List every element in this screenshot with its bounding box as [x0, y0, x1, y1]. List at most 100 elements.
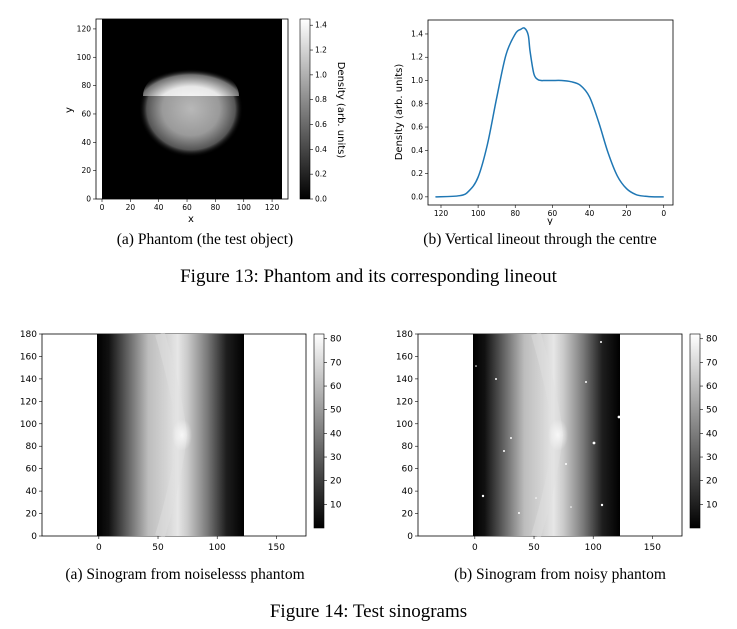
sinogram-noiseless-x-ticks: 0 50 100 150: [96, 536, 285, 553]
colorbar-tick-label: 0.4: [315, 145, 327, 154]
phantom-x-ticks: 0 20 40 60 80 100 120: [100, 199, 280, 212]
colorbar-tick-label: 70: [706, 358, 718, 368]
lineout-y-ticks: 0.0 0.2 0.4 0.6 0.8 1.0 1.2 1.4: [411, 29, 428, 201]
y-tick-label: 140: [20, 375, 37, 385]
x-tick-label: 40: [585, 209, 595, 218]
phantom-y-ticks: 0 20 40 60 80 100 120: [77, 24, 96, 204]
lineout-plot: 120 100 80 60 40 20 0 0.0 0.2 0.4 0.6 0.8 1.0 1.2 1.4…: [394, 19, 674, 227]
sinogram-noisy-colorbar-ticks: 10 20 30 40 50 60 70 80: [700, 335, 718, 510]
x-tick-label: 20: [126, 203, 136, 212]
x-tick-label: 100: [209, 543, 226, 553]
x-tick-label: 80: [211, 203, 221, 212]
y-tick-label: 100: [20, 420, 37, 430]
y-tick-label: 0: [86, 195, 91, 204]
phantom-colorbar-label: Density (arb. units): [335, 62, 346, 159]
lineout-ylabel: Density (arb. units): [394, 64, 405, 161]
x-tick-label: 60: [182, 203, 192, 212]
y-tick-label: 40: [81, 138, 91, 147]
x-tick-label: 100: [471, 209, 486, 218]
colorbar-tick-label: 50: [330, 406, 342, 416]
y-tick-label: 80: [402, 442, 414, 452]
x-tick-label: 100: [237, 203, 252, 212]
colorbar-tick-label: 10: [706, 500, 718, 510]
colorbar-tick-label: 60: [330, 382, 342, 392]
x-tick-label: 0: [96, 543, 102, 553]
colorbar-tick-label: 0.2: [315, 170, 327, 179]
colorbar-tick-label: 0.6: [315, 120, 327, 129]
fig13b-caption: (b) Vertical lineout through the centre: [423, 231, 657, 248]
lineout-panel: 120 100 80 60 40 20 0 0.0 0.2 0.4 0.6 0.8 1.0 1.2 1.4…: [390, 10, 680, 227]
noise-speckles: [475, 341, 621, 514]
y-tick-label: 0.6: [411, 123, 423, 132]
y-tick-label: 180: [20, 330, 37, 340]
y-tick-label: 1.0: [411, 76, 423, 85]
y-tick-label: 20: [26, 510, 38, 520]
y-tick-label: 0.2: [411, 169, 423, 178]
colorbar-tick-label: 50: [706, 406, 718, 416]
y-tick-label: 120: [20, 397, 37, 407]
colorbar-tick-label: 80: [706, 335, 718, 345]
y-tick-label: 160: [396, 352, 413, 362]
phantom-ylabel: y: [64, 107, 75, 113]
sinogram-noisy-colorbar: [689, 333, 701, 529]
figure13-caption: Figure 13: Phantom and its corresponding…: [180, 266, 557, 287]
sinogram-noiseless-y-ticks: 0 20 40 60 80 100 120 140 160 180: [20, 330, 42, 542]
fig13a-caption: (a) Phantom (the test object): [116, 231, 294, 248]
y-tick-label: 40: [402, 487, 414, 497]
x-tick-label: 0: [472, 543, 478, 553]
x-tick-label: 150: [644, 543, 661, 553]
y-tick-label: 140: [396, 375, 413, 385]
x-tick-label: 120: [265, 203, 280, 212]
colorbar-tick-label: 20: [330, 477, 342, 487]
x-tick-label: 150: [268, 543, 285, 553]
y-tick-label: 0: [31, 532, 37, 542]
y-tick-label: 60: [402, 465, 414, 475]
lineout-series-line: [435, 27, 664, 198]
y-tick-label: 120: [396, 397, 413, 407]
sinogram-noiseless-colorbar: [313, 333, 325, 529]
phantom-colorbar-ticks: 0.0 0.2 0.4 0.6 0.8 1.0 1.2 1.4: [310, 21, 327, 204]
y-tick-label: 60: [26, 465, 38, 475]
sinogram-noiseless-colorbar-ticks: 10 20 30 40 50 60 70 80: [324, 335, 342, 510]
x-tick-label: 50: [152, 543, 164, 553]
lineout-axes-frame: [427, 19, 674, 206]
colorbar-tick-label: 0.8: [315, 95, 327, 104]
sinogram-noisy-panel: 0 50 100 150 0 20 40 60 80 100 120 140 160 180 10 20 3…: [386, 326, 736, 558]
x-tick-label: 0: [100, 203, 105, 212]
colorbar-tick-label: 20: [706, 477, 718, 487]
sinogram-noisy-y-ticks: 0 20 40 60 80 100 120 140 160 180: [396, 330, 418, 542]
colorbar-tick-label: 1.4: [315, 21, 327, 30]
sinogram-noiseless-plot: 0 50 100 150 0 20 40 60 80 100 120 140 160 180 10 20 3…: [20, 330, 342, 553]
figure14-caption: Figure 14: Test sinograms: [269, 601, 468, 622]
y-tick-label: 100: [77, 53, 92, 62]
x-tick-label: 100: [585, 543, 602, 553]
colorbar-tick-label: 40: [330, 429, 342, 439]
colorbar-tick-label: 60: [706, 382, 718, 392]
y-tick-label: 0.8: [411, 99, 423, 108]
x-tick-label: 40: [154, 203, 164, 212]
y-tick-label: 0.4: [411, 146, 423, 155]
colorbar-tick-label: 10: [330, 500, 342, 510]
y-tick-label: 0: [407, 532, 413, 542]
y-tick-label: 60: [81, 109, 91, 118]
y-tick-label: 1.4: [411, 29, 423, 38]
lineout-xlabel: y: [547, 216, 553, 225]
colorbar-tick-label: 30: [330, 453, 342, 463]
y-tick-label: 20: [81, 166, 91, 175]
y-tick-label: 160: [20, 352, 37, 362]
phantom-xlabel: x: [188, 214, 194, 225]
phantom-panel: 0 20 40 60 80 100 120 0 20 40 60 80 100 120 0.0 0.2 0.…: [60, 10, 360, 225]
fig14b-caption: (b) Sinogram from noisy phantom: [454, 566, 666, 583]
sinogram-noiseless-panel: 0 50 100 150 0 20 40 60 80 100 120 140 160 180 10 20 3…: [10, 326, 360, 558]
y-tick-label: 1.2: [411, 53, 423, 62]
y-tick-label: 120: [77, 24, 92, 33]
x-tick-label: 120: [434, 209, 449, 218]
colorbar-tick-label: 40: [706, 429, 718, 439]
fig14a-caption: (a) Sinogram from noiselesss phantom: [65, 566, 305, 583]
y-tick-label: 20: [402, 510, 414, 520]
sinogram-noisy-plot: 0 50 100 150 0 20 40 60 80 100 120 140 160 180 10 20 3…: [396, 330, 718, 553]
sinogram-noisy-x-ticks: 0 50 100 150: [472, 536, 661, 553]
y-tick-label: 180: [396, 330, 413, 340]
colorbar-tick-label: 1.2: [315, 46, 327, 55]
